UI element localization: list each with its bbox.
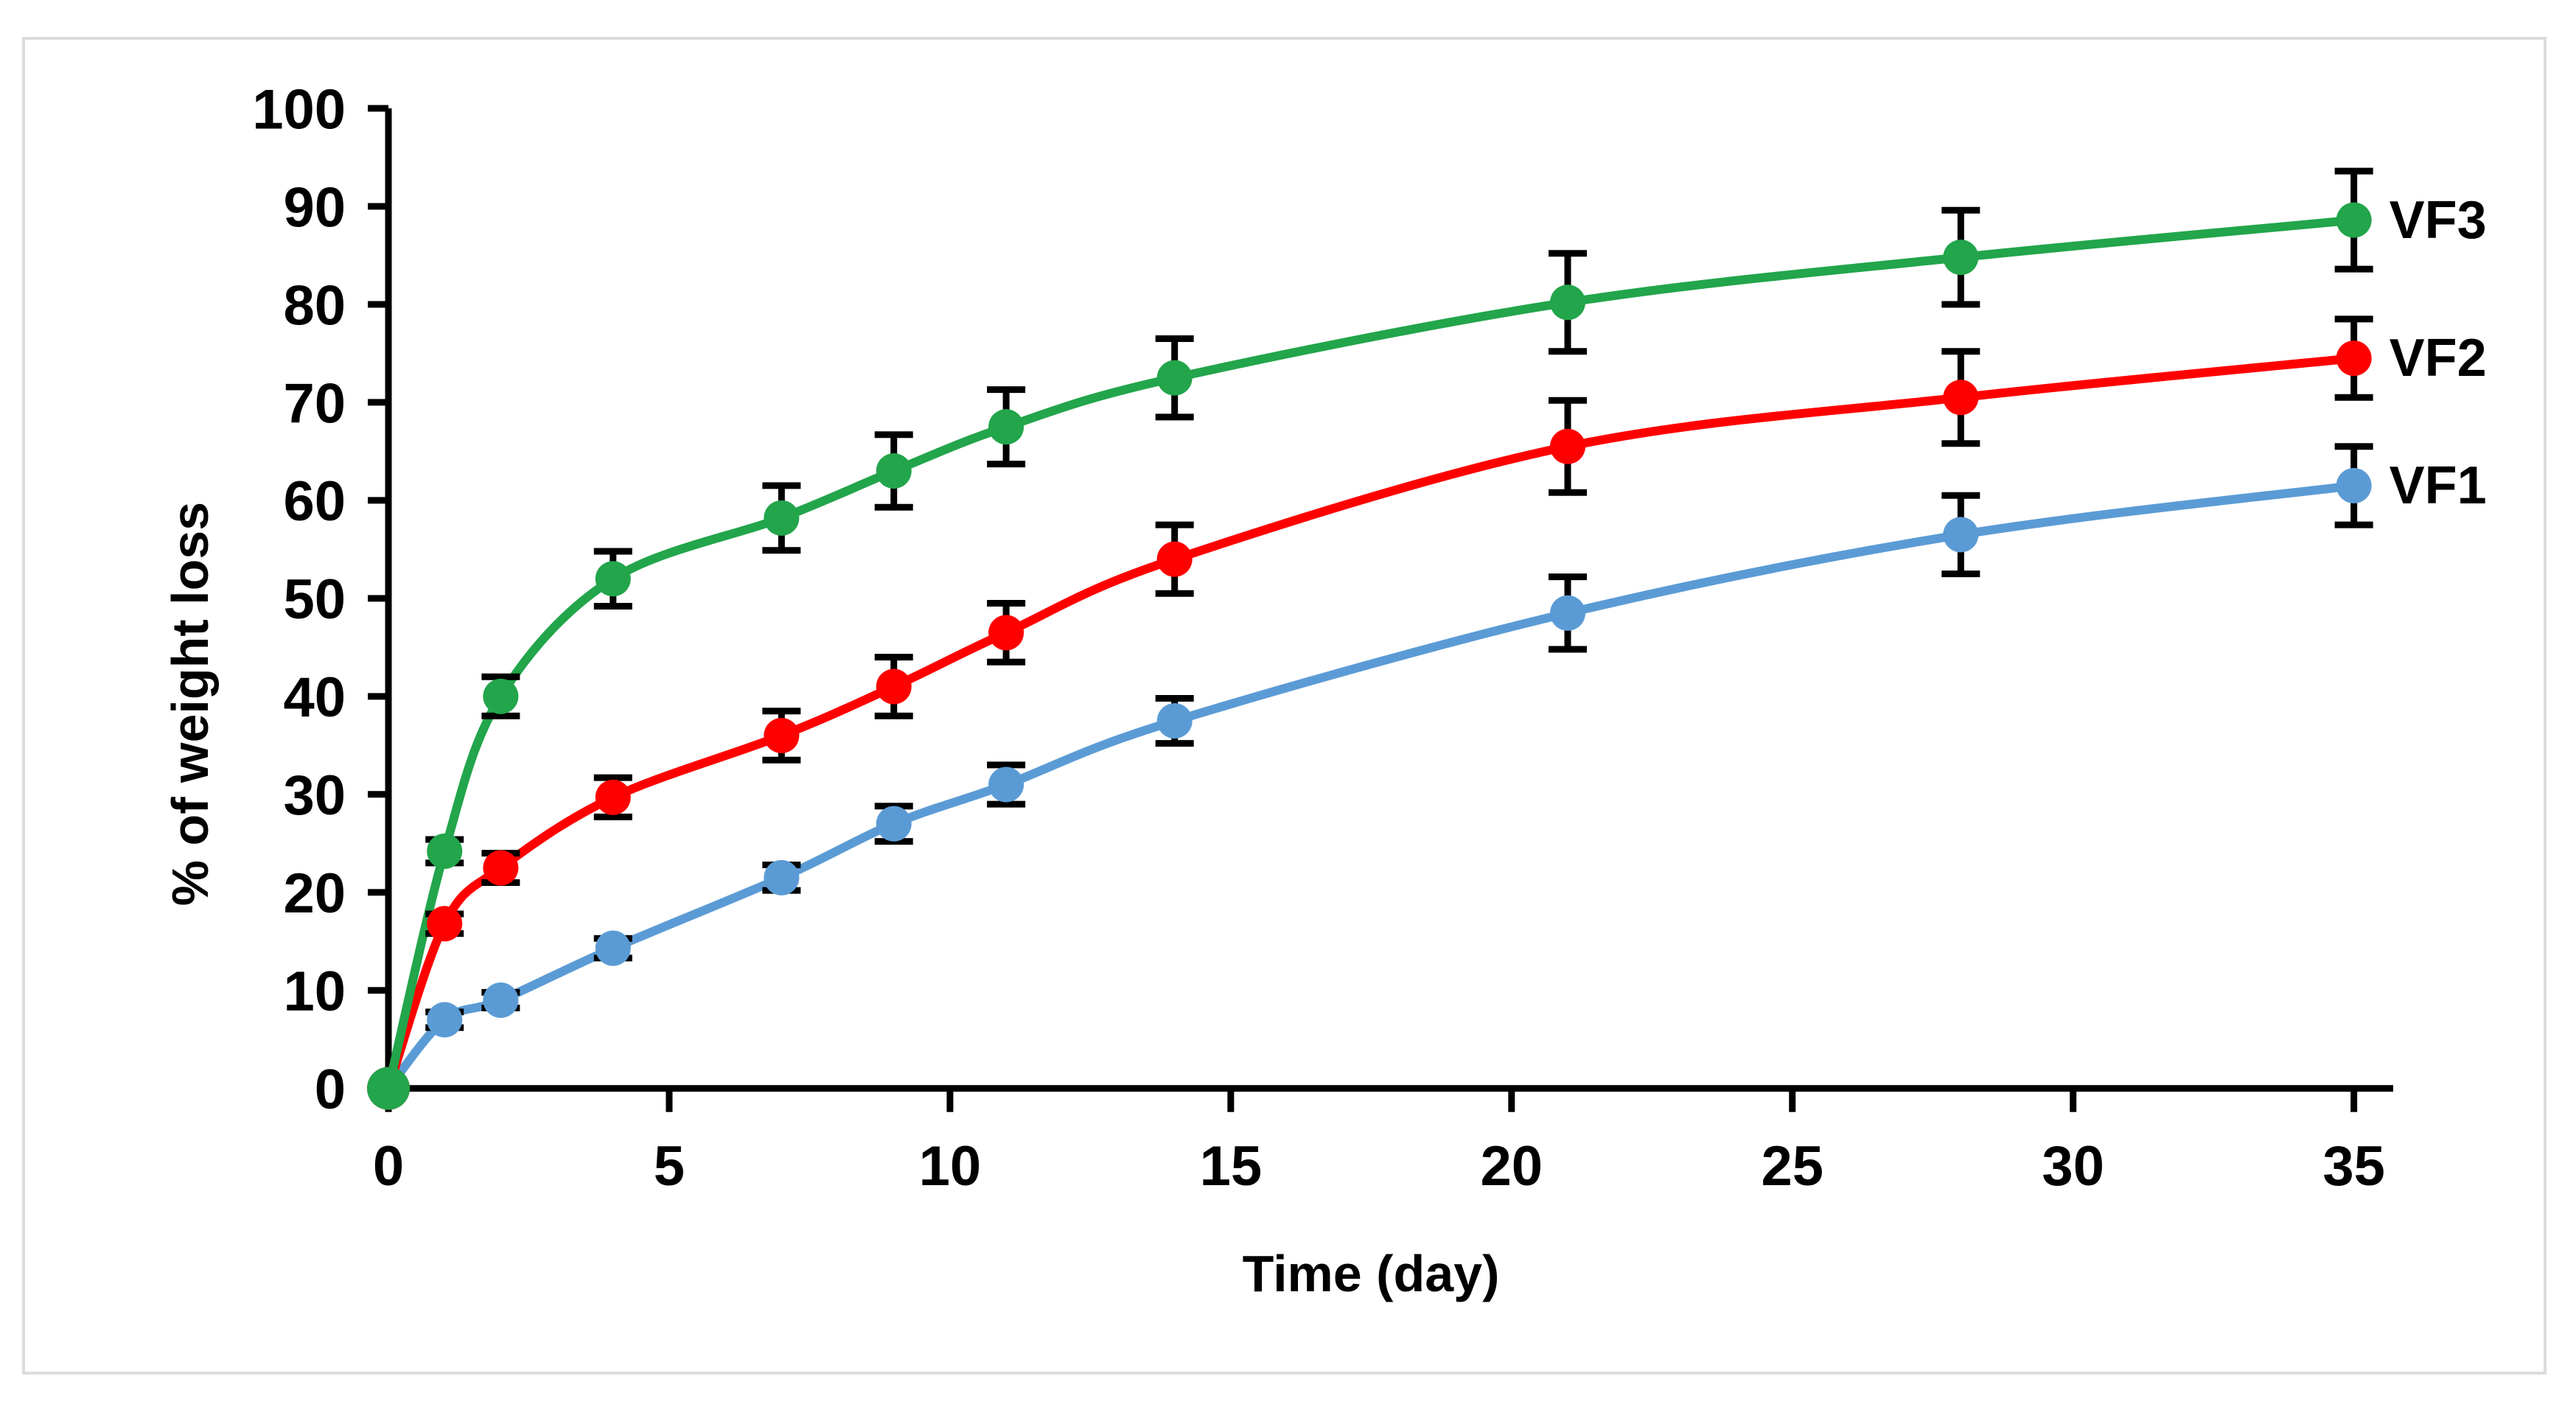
- data-point-vf2: [988, 615, 1025, 651]
- y-tick-label: 20: [283, 862, 346, 925]
- data-point-vf3: [1943, 240, 1979, 276]
- data-point-vf1: [595, 930, 631, 966]
- y-tick-label: 70: [283, 372, 346, 435]
- data-point-vf3: [764, 500, 800, 536]
- data-point-vf1: [876, 806, 912, 842]
- data-point-vf2: [2336, 341, 2372, 377]
- data-point-vf2: [483, 850, 519, 886]
- y-tick-label: 10: [283, 960, 346, 1023]
- data-point-vf1: [427, 1002, 463, 1038]
- data-point-vf2: [764, 718, 800, 754]
- series-line-vf2: [384, 354, 2359, 1093]
- series-line-vf1: [384, 481, 2359, 1093]
- y-tick-label: 90: [283, 176, 346, 239]
- x-tick-label: 20: [1481, 1135, 1543, 1198]
- data-point-vf3: [595, 561, 631, 597]
- y-axis-title: % of weight loss: [161, 501, 219, 907]
- y-tick-label: 0: [315, 1058, 346, 1121]
- data-point-vf1: [1156, 703, 1193, 739]
- x-tick-label: 5: [654, 1135, 685, 1198]
- y-tick-label: 40: [283, 666, 346, 729]
- data-point-vf2: [1549, 428, 1585, 464]
- data-point-vf2: [595, 779, 631, 815]
- data-point-vf1: [2336, 467, 2372, 503]
- data-point-vf2: [1943, 380, 1979, 416]
- data-point-vf1: [988, 767, 1025, 803]
- series-label-vf2: VF2: [2389, 329, 2487, 388]
- data-point-vf2: [876, 668, 912, 705]
- data-point-vf3: [367, 1066, 410, 1110]
- data-point-vf2: [1156, 541, 1193, 577]
- data-point-vf3: [1156, 360, 1193, 396]
- x-tick-label: 35: [2322, 1135, 2385, 1198]
- series-label-vf1: VF1: [2389, 455, 2487, 515]
- data-point-vf3: [988, 409, 1025, 445]
- x-tick-label: 30: [2042, 1135, 2104, 1198]
- data-point-vf3: [1549, 284, 1585, 321]
- series-line-vf3: [384, 215, 2359, 1093]
- x-tick-label: 15: [1200, 1135, 1263, 1198]
- y-tick-label: 100: [252, 78, 346, 141]
- y-tick-label: 80: [283, 274, 346, 337]
- data-point-vf3: [483, 678, 519, 714]
- data-point-vf1: [483, 982, 519, 1019]
- data-point-vf3: [427, 833, 463, 869]
- x-axis-title: Time (day): [1242, 1245, 1500, 1302]
- x-tick-label: 25: [1761, 1135, 1823, 1198]
- figure-border: [22, 37, 2547, 1375]
- data-point-vf3: [2336, 202, 2372, 238]
- y-tick-label: 30: [283, 764, 346, 827]
- series-label-vf3: VF3: [2389, 190, 2487, 250]
- y-tick-label: 60: [283, 470, 346, 533]
- y-tick-label: 50: [283, 568, 346, 631]
- data-point-vf1: [764, 859, 800, 895]
- data-point-vf3: [876, 453, 912, 489]
- data-point-vf1: [1549, 595, 1585, 631]
- x-tick-label: 0: [373, 1135, 404, 1198]
- data-point-vf2: [427, 906, 463, 942]
- x-tick-label: 10: [919, 1135, 982, 1198]
- data-point-vf1: [1943, 517, 1979, 553]
